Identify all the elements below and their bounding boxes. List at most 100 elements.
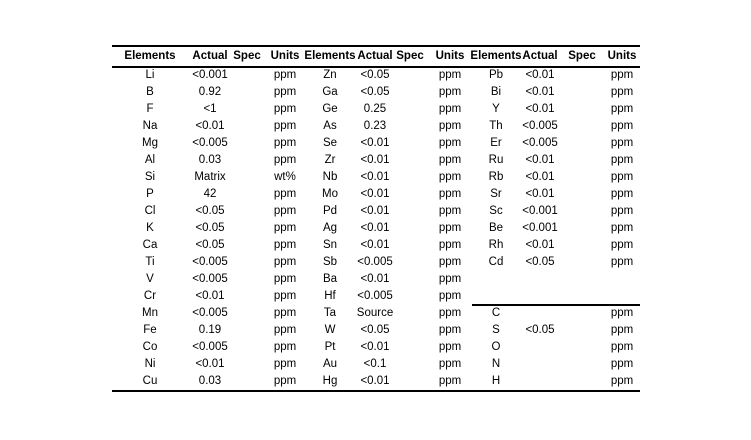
cell-element: N	[491, 358, 501, 371]
cell-actual: <0.05	[195, 204, 225, 217]
cell-actual: <0.005	[192, 307, 228, 320]
cell-units: ppm	[273, 375, 297, 388]
cell-units: ppm	[273, 341, 297, 354]
cell-actual: 0.03	[198, 153, 222, 166]
header-spec-3: Spec	[568, 50, 596, 62]
cell-units: ppm	[273, 239, 297, 251]
cell-element: Nb	[322, 170, 338, 183]
cell-units: ppm	[610, 341, 634, 354]
cell-units: ppm	[273, 358, 297, 371]
cell-element: Be	[488, 221, 504, 234]
cell-units: ppm	[610, 102, 634, 115]
cell-element: Er	[490, 136, 502, 149]
cell-actual: <0.005	[357, 290, 393, 303]
cell-element: Hg	[322, 375, 338, 388]
cell-units: ppm	[610, 256, 634, 269]
cell-actual: <0.05	[525, 324, 555, 337]
cell-units: ppm	[610, 239, 634, 251]
cell-element: Ag	[322, 221, 338, 234]
cell-element: H	[491, 375, 501, 388]
cell-units: ppm	[610, 221, 634, 234]
header-units-1: Units	[270, 50, 300, 62]
cell-element: Zr	[324, 153, 336, 166]
cell-units: ppm	[438, 273, 462, 286]
cell-units: ppm	[273, 119, 297, 132]
cell-actual: <0.01	[360, 221, 390, 234]
cell-element: S	[492, 324, 500, 337]
header-element-2: Elements	[304, 50, 356, 62]
cell-units: ppm	[273, 221, 297, 234]
header-element-1: Elements	[124, 50, 176, 62]
cell-element: Ba	[322, 273, 338, 286]
header-spec-2: Spec	[396, 50, 424, 62]
cell-element: K	[146, 221, 154, 234]
cell-units: ppm	[438, 358, 462, 371]
cell-actual: <0.01	[195, 290, 225, 303]
cell-units: wt%	[274, 170, 296, 183]
cell-actual: <0.005	[192, 341, 228, 354]
cell-actual: <0.01	[360, 170, 390, 183]
cell-actual: 0.03	[198, 375, 222, 388]
cell-element: V	[146, 273, 154, 286]
cell-actual: <0.005	[522, 119, 558, 132]
cell-element: Rh	[488, 239, 504, 251]
cell-actual: 0.92	[198, 85, 222, 98]
cell-units: ppm	[438, 204, 462, 217]
cell-element: Pt	[324, 341, 336, 354]
cell-actual: <0.005	[192, 256, 228, 269]
cell-actual: 0.25	[363, 102, 387, 115]
cell-units: ppm	[438, 68, 462, 81]
cell-element: Se	[322, 136, 338, 149]
cell-units: ppm	[438, 187, 462, 200]
cell-element: Ga	[322, 85, 338, 98]
cell-actual: <0.05	[195, 221, 225, 234]
cell-actual: <0.01	[525, 102, 555, 115]
cell-actual: Matrix	[194, 170, 226, 183]
cell-actual: <0.01	[360, 153, 390, 166]
cell-units: ppm	[273, 136, 297, 149]
cell-actual: <0.01	[360, 204, 390, 217]
cell-units: ppm	[438, 324, 462, 337]
cell-units: ppm	[610, 170, 634, 183]
table-bottom-rule	[112, 390, 640, 392]
cell-element: Cd	[488, 256, 504, 269]
cell-units: ppm	[610, 204, 634, 217]
header-actual-1: Actual	[192, 50, 228, 62]
cell-units: ppm	[273, 153, 297, 166]
cell-actual: <0.01	[360, 136, 390, 149]
cell-actual: <0.01	[360, 341, 390, 354]
header-bottom-rule	[112, 66, 640, 68]
cell-actual: <0.005	[192, 273, 228, 286]
cell-element: Ge	[322, 102, 338, 115]
cell-actual: <0.05	[360, 68, 390, 81]
cell-element: Pd	[322, 204, 338, 217]
cell-actual: <0.005	[357, 256, 393, 269]
header-element-3: Elements	[470, 50, 522, 62]
cell-actual: <0.01	[195, 119, 225, 132]
cell-element: Fe	[143, 324, 157, 337]
cell-actual: <0.05	[360, 85, 390, 98]
cell-units: ppm	[610, 119, 634, 132]
cell-units: ppm	[610, 153, 634, 166]
cell-element: Mo	[322, 187, 338, 200]
cell-units: ppm	[610, 136, 634, 149]
cell-actual: <0.001	[522, 204, 558, 217]
cell-element: O	[491, 341, 501, 354]
cell-units: ppm	[438, 85, 462, 98]
cell-element: Pb	[488, 68, 504, 81]
table-top-rule	[112, 45, 640, 47]
cell-units: ppm	[438, 119, 462, 132]
cell-element: Bi	[490, 85, 502, 98]
cell-element: Zn	[323, 68, 337, 81]
cell-actual: <0.01	[525, 68, 555, 81]
gas-section-rule	[472, 304, 640, 306]
cell-units: ppm	[438, 307, 462, 320]
cell-units: ppm	[273, 204, 297, 217]
cell-element: As	[323, 119, 337, 132]
cell-element: Ca	[142, 239, 158, 251]
cell-units: ppm	[610, 358, 634, 371]
cell-units: ppm	[610, 375, 634, 388]
cell-actual: <0.05	[525, 256, 555, 269]
cell-element: Co	[142, 341, 158, 354]
